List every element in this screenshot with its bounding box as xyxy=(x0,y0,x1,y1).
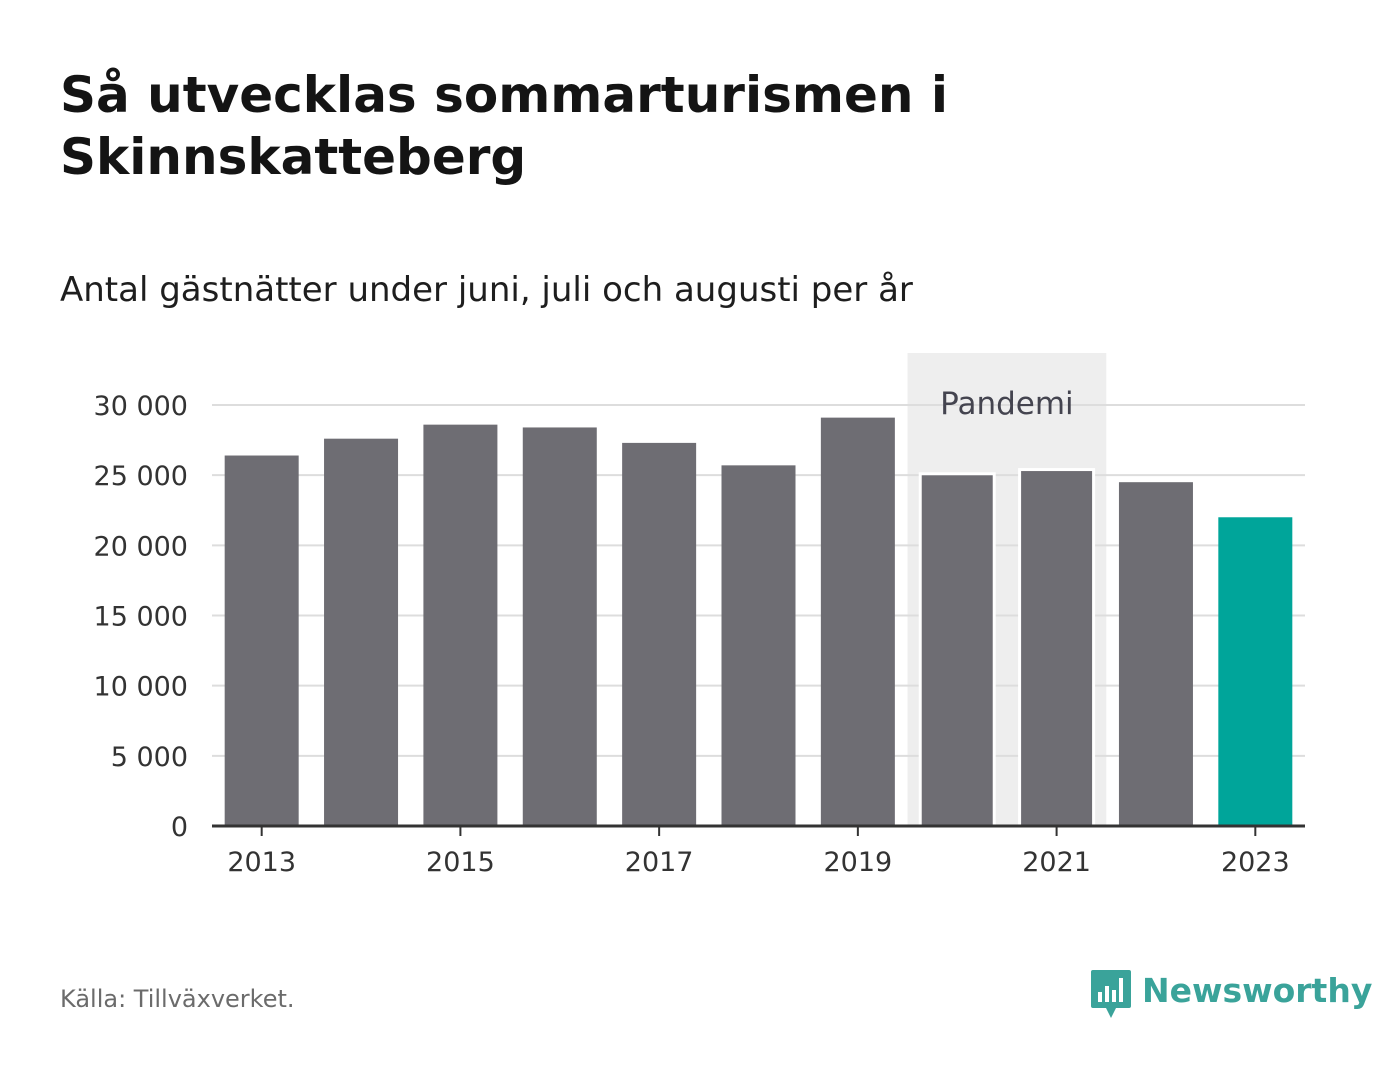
bar-2020 xyxy=(918,472,996,828)
y-tick-label: 30 000 xyxy=(94,391,188,422)
bar-2013 xyxy=(224,455,299,826)
y-tick-label: 0 xyxy=(171,812,188,843)
bar-2019 xyxy=(820,417,895,826)
y-tick-label: 10 000 xyxy=(94,672,188,703)
bar-2023 xyxy=(1218,517,1293,826)
y-tick-label: 15 000 xyxy=(94,602,188,633)
bar-2015 xyxy=(423,424,498,826)
bar-2021 xyxy=(1018,468,1096,828)
bar-2014 xyxy=(324,438,399,826)
source-note: Källa: Tillväxverket. xyxy=(60,985,295,1013)
bar-2022 xyxy=(1118,482,1193,826)
bar-2018 xyxy=(721,465,796,826)
brand-logo[interactable]: Newsworthy xyxy=(1090,968,1372,1024)
y-tick-label: 5 000 xyxy=(111,742,188,773)
x-tick-label: 2023 xyxy=(1221,847,1290,878)
chart-title: Så utvecklas sommarturismen i Skinnskatt… xyxy=(60,66,949,186)
bar-2016 xyxy=(522,427,597,826)
x-tick-label: 2021 xyxy=(1022,847,1091,878)
bar-chart-speech-bubble-icon xyxy=(1091,970,1131,1018)
x-tick-label: 2015 xyxy=(426,847,495,878)
y-tick-label: 20 000 xyxy=(94,531,188,562)
bar-chart: 0 5 000 10 000 15 000 20 000 25 000 30 000 Pand… xyxy=(94,353,1305,878)
brand-name: Newsworthy xyxy=(1142,971,1373,1010)
bar-2017 xyxy=(622,442,697,826)
pandemic-label: Pandemi xyxy=(940,386,1074,422)
y-tick-label: 25 000 xyxy=(94,461,188,492)
x-tick-label: 2013 xyxy=(227,847,296,878)
x-tick-label: 2017 xyxy=(625,847,694,878)
x-tick-label: 2019 xyxy=(824,847,893,878)
chart-subtitle: Antal gästnätter under juni, juli och au… xyxy=(60,270,913,310)
